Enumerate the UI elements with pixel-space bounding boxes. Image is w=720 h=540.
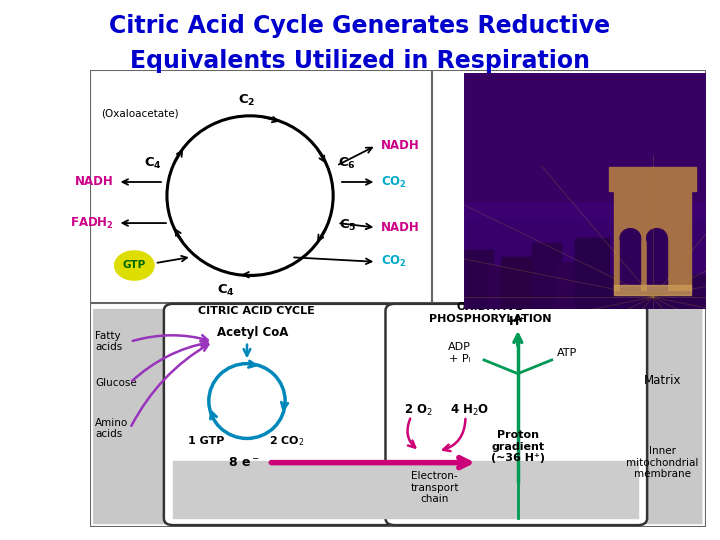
Text: $\mathregular{C_6}$: $\mathregular{C_6}$	[338, 156, 356, 171]
Text: 8 e$^-$: 8 e$^-$	[228, 456, 260, 469]
Bar	[489, 266, 508, 309]
Text: Inner
mitochondrial
membrane: Inner mitochondrial membrane	[626, 446, 698, 479]
Bar	[614, 191, 691, 290]
Text: NADH: NADH	[381, 221, 419, 234]
Text: OXIDATIVE: OXIDATIVE	[456, 301, 523, 312]
Bar	[614, 285, 691, 295]
Text: Glucose: Glucose	[95, 378, 137, 388]
Text: $\mathregular{C_5}$: $\mathregular{C_5}$	[339, 218, 357, 233]
Circle shape	[114, 251, 154, 280]
Bar	[609, 167, 696, 191]
Text: Acetyl CoA: Acetyl CoA	[217, 326, 289, 339]
Text: NADH: NADH	[381, 139, 419, 152]
Text: ADP
+ Pᵢ: ADP + Pᵢ	[448, 342, 471, 364]
Text: $\mathregular{FADH_2}$: $\mathregular{FADH_2}$	[70, 215, 113, 231]
Bar	[647, 238, 667, 290]
Bar	[532, 243, 561, 309]
Text: GTP: GTP	[122, 260, 146, 271]
Bar	[620, 238, 641, 290]
Bar	[464, 73, 706, 226]
Text: $\mathregular{C_2}$: $\mathregular{C_2}$	[238, 92, 256, 107]
FancyBboxPatch shape	[90, 70, 706, 526]
Text: Electron-
transport
chain: Electron- transport chain	[410, 471, 459, 504]
Text: 2 O$_2$: 2 O$_2$	[404, 403, 433, 418]
Text: Equivalents Utilized in Respiration: Equivalents Utilized in Respiration	[130, 49, 590, 72]
Bar	[500, 257, 537, 309]
FancyBboxPatch shape	[385, 304, 647, 525]
Text: NADH: NADH	[75, 176, 113, 188]
Text: PHOSPHORYLATION: PHOSPHORYLATION	[429, 314, 552, 324]
Bar	[464, 219, 706, 309]
Text: $\mathregular{CO_2}$: $\mathregular{CO_2}$	[381, 254, 406, 269]
Bar	[464, 250, 493, 309]
Text: ATP: ATP	[557, 348, 577, 358]
Text: 4 H$_2$O: 4 H$_2$O	[450, 403, 490, 418]
Bar	[464, 202, 706, 273]
Ellipse shape	[647, 228, 667, 247]
Bar	[556, 262, 575, 309]
Text: $\mathregular{C_4}$: $\mathregular{C_4}$	[217, 283, 235, 298]
Text: Proton
gradient
(~36 H⁺): Proton gradient (~36 H⁺)	[491, 430, 545, 463]
Ellipse shape	[620, 228, 641, 247]
Text: 2 CO$_2$: 2 CO$_2$	[269, 434, 304, 448]
Text: Fatty
acids: Fatty acids	[95, 331, 122, 353]
Text: 1 GTP: 1 GTP	[189, 436, 225, 446]
Bar	[173, 461, 638, 518]
FancyBboxPatch shape	[93, 309, 703, 524]
Text: CITRIC ACID CYCLE: CITRIC ACID CYCLE	[198, 306, 315, 316]
Text: Citric Acid Cycle Generates Reductive: Citric Acid Cycle Generates Reductive	[109, 14, 611, 37]
Text: $\mathregular{C_4}$: $\mathregular{C_4}$	[144, 156, 162, 171]
Text: Amino
acids: Amino acids	[95, 417, 128, 439]
Text: H⁺: H⁺	[509, 315, 526, 328]
Text: Matrix: Matrix	[644, 374, 681, 387]
Text: (Oxaloacetate): (Oxaloacetate)	[101, 109, 179, 119]
Bar	[575, 238, 609, 309]
Text: $\mathregular{CO_2}$: $\mathregular{CO_2}$	[381, 174, 406, 190]
FancyBboxPatch shape	[164, 304, 395, 525]
